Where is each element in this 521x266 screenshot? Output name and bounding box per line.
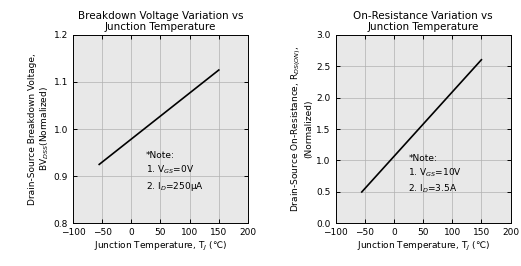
Y-axis label: Drain-Source Breakdown Voltage,
BV$_{DSS}$(Normalized): Drain-Source Breakdown Voltage, BV$_{DSS…: [28, 53, 51, 205]
Title: Breakdown Voltage Variation vs
Junction Temperature: Breakdown Voltage Variation vs Junction …: [78, 11, 243, 32]
X-axis label: Junction Temperature, T$_J$ (℃): Junction Temperature, T$_J$ (℃): [94, 240, 227, 253]
Y-axis label: Drain-Source On-Resistance, R$_{DS(ON)}$,
(Normalized): Drain-Source On-Resistance, R$_{DS(ON)}$…: [289, 46, 314, 212]
Text: *Note:
1. V$_{GS}$=10V
2. I$_D$=3.5A: *Note: 1. V$_{GS}$=10V 2. I$_D$=3.5A: [408, 154, 462, 195]
X-axis label: Junction Temperature, T$_J$ (℃): Junction Temperature, T$_J$ (℃): [356, 240, 490, 253]
Title: On-Resistance Variation vs
Junction Temperature: On-Resistance Variation vs Junction Temp…: [353, 11, 493, 32]
Text: *Note:
1. V$_{GS}$=0V
2. I$_D$=250μA: *Note: 1. V$_{GS}$=0V 2. I$_D$=250μA: [146, 151, 204, 193]
